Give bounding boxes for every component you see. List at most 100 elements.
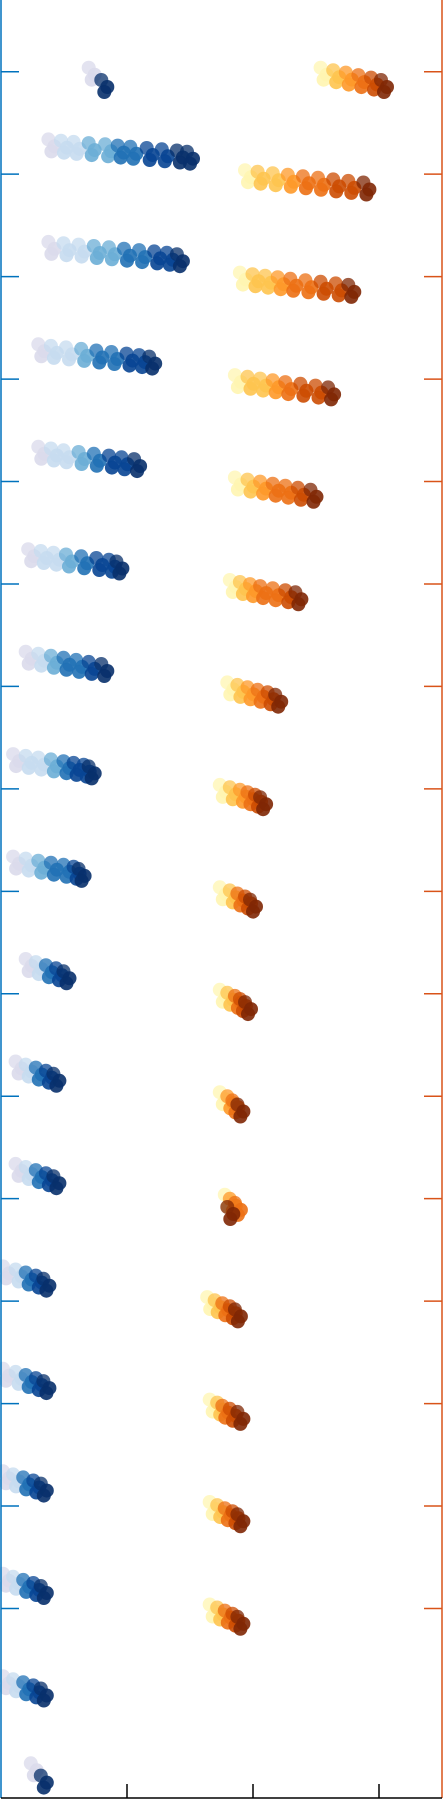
blue-point <box>59 662 74 677</box>
orange-point <box>256 591 271 606</box>
blue-point <box>126 151 141 166</box>
orange-point <box>344 185 359 200</box>
blue-point <box>34 451 49 466</box>
blue-point <box>69 146 84 161</box>
orange-point <box>268 488 283 503</box>
blue-point <box>46 660 61 675</box>
orange-point <box>248 279 263 294</box>
blue-point <box>77 353 92 368</box>
blue-point <box>104 252 119 267</box>
blue-point <box>104 460 119 475</box>
orange-point <box>246 904 260 919</box>
blue-point <box>46 453 61 468</box>
orange-point <box>316 72 331 87</box>
blue-point <box>46 764 61 779</box>
blue-point <box>36 1591 51 1605</box>
orange-point <box>268 385 283 400</box>
blue-point <box>107 357 122 371</box>
blue-point <box>84 771 99 786</box>
blue-point <box>39 1283 54 1298</box>
blue-point <box>62 352 76 367</box>
orange-point <box>223 1212 238 1226</box>
blue-point <box>142 153 157 167</box>
blue-point <box>34 865 49 880</box>
blue-point <box>74 249 89 264</box>
orange-point <box>253 176 268 191</box>
blue-point <box>0 1271 13 1286</box>
orange-point <box>296 388 311 403</box>
blue-point <box>117 462 132 477</box>
blue-point <box>112 566 127 581</box>
blue-point <box>36 556 51 570</box>
blue-point <box>36 1488 51 1503</box>
blue-point <box>57 145 71 160</box>
orange-point <box>268 593 283 608</box>
blue-point <box>36 1780 51 1795</box>
orange-point <box>331 288 346 303</box>
blue-point <box>21 656 36 671</box>
blue-point <box>89 458 104 473</box>
orange-point <box>298 181 313 196</box>
blue-point <box>113 150 128 165</box>
orange-point <box>283 179 298 194</box>
blue-point <box>49 1181 64 1196</box>
blue-point <box>84 148 99 163</box>
blue-point <box>21 760 36 775</box>
orange-point <box>256 383 271 398</box>
blue-point <box>49 557 64 572</box>
blue-point <box>89 251 104 265</box>
orange-point <box>233 1416 248 1431</box>
orange-point <box>243 381 258 396</box>
orange-point <box>256 486 271 501</box>
orange-point <box>230 1314 245 1329</box>
blue-point <box>34 658 49 673</box>
blue-point <box>92 355 107 370</box>
blue-point <box>130 464 145 479</box>
orange-point <box>230 380 245 395</box>
blue-point <box>145 361 160 376</box>
orange-point <box>235 277 250 292</box>
orange-point <box>268 178 283 193</box>
orange-point <box>324 392 339 407</box>
orange-point <box>314 182 328 197</box>
blue-point <box>59 455 74 470</box>
orange-point <box>256 802 271 817</box>
blue-point <box>34 762 49 777</box>
blue-point <box>72 664 87 679</box>
blue-point <box>122 358 137 373</box>
blue-point <box>59 248 74 263</box>
blue-point <box>44 246 59 261</box>
blue-point <box>92 563 107 577</box>
orange-point <box>377 85 391 99</box>
blue-point <box>34 349 49 364</box>
orange-point <box>233 1621 248 1636</box>
orange-point <box>329 75 344 90</box>
blue-point <box>9 759 24 774</box>
orange-point <box>243 484 258 499</box>
orange-point <box>354 80 369 95</box>
orange-point <box>286 283 301 298</box>
blue-point <box>62 559 76 574</box>
orange-point <box>281 490 296 505</box>
blue-point <box>49 1078 64 1093</box>
blue-point <box>46 350 61 365</box>
orange-point <box>261 280 276 295</box>
blue-point <box>97 669 112 683</box>
orange-point <box>273 282 288 297</box>
blue-point <box>21 863 36 878</box>
blue-point <box>172 259 187 274</box>
blue-point <box>97 85 112 99</box>
orange-point <box>271 699 286 714</box>
data-points <box>0 60 394 1795</box>
blue-point <box>59 976 74 991</box>
orange-point <box>329 184 344 199</box>
orange-point <box>344 289 359 304</box>
orange-point <box>233 1519 248 1534</box>
orange-point <box>293 492 308 507</box>
blue-point <box>36 1693 51 1708</box>
orange-point <box>301 285 316 300</box>
blue-point <box>150 256 165 271</box>
blue-point <box>46 867 61 882</box>
